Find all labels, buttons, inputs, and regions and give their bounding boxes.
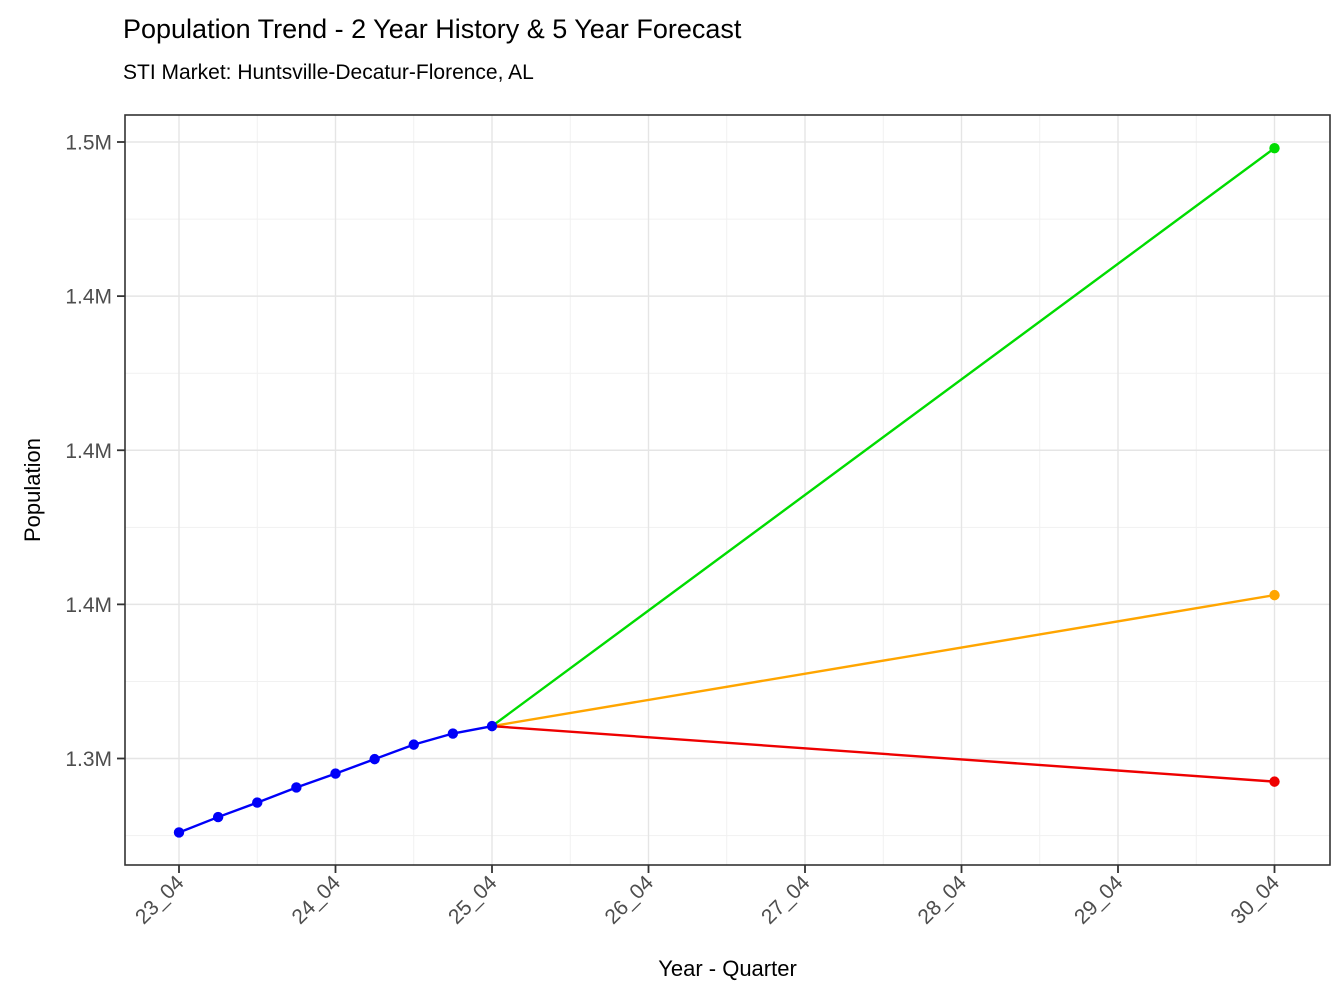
panel-border bbox=[124, 114, 1331, 866]
y-tick-label: 1.3M bbox=[65, 748, 112, 771]
history-point bbox=[408, 739, 419, 750]
y-tick-label: 1.4M bbox=[65, 440, 112, 463]
chart-subtitle: STI Market: Huntsville-Decatur-Florence,… bbox=[123, 61, 534, 84]
x-tick-label: 25_04 bbox=[444, 871, 502, 929]
forecast-mid-endpoint bbox=[1269, 589, 1280, 601]
forecast-high-line bbox=[490, 146, 1276, 728]
x-tick-label: 23_04 bbox=[131, 871, 189, 929]
history-point bbox=[212, 811, 224, 823]
y-tick-label: 1.4M bbox=[65, 286, 112, 309]
chart-title: Population Trend - 2 Year History & 5 Ye… bbox=[123, 14, 742, 44]
forecast-mid-line bbox=[490, 593, 1276, 728]
y-tick-label: 1.5M bbox=[65, 132, 112, 155]
history-point bbox=[291, 782, 302, 793]
x-tick-label: 27_04 bbox=[757, 871, 815, 929]
x-axis-title: Year - Quarter bbox=[658, 956, 797, 981]
forecast-low-endpoint bbox=[1269, 776, 1280, 787]
history-point bbox=[447, 728, 459, 739]
x-tick-label: 29_04 bbox=[1070, 871, 1128, 929]
history-point bbox=[252, 797, 263, 808]
history-point bbox=[330, 768, 341, 779]
x-tick-label: 24_04 bbox=[287, 871, 345, 929]
history-point bbox=[486, 720, 498, 732]
forecast-high-endpoint bbox=[1269, 142, 1280, 154]
x-tick-label: 28_04 bbox=[913, 871, 971, 929]
x-tick-label: 26_04 bbox=[600, 871, 658, 929]
y-tick-label: 1.4M bbox=[65, 594, 112, 617]
history-point bbox=[369, 753, 380, 765]
history-point bbox=[173, 827, 185, 838]
y-axis-title: Population bbox=[20, 438, 45, 542]
x-tick-label: 30_04 bbox=[1226, 871, 1284, 929]
forecast-low-line bbox=[490, 724, 1276, 783]
